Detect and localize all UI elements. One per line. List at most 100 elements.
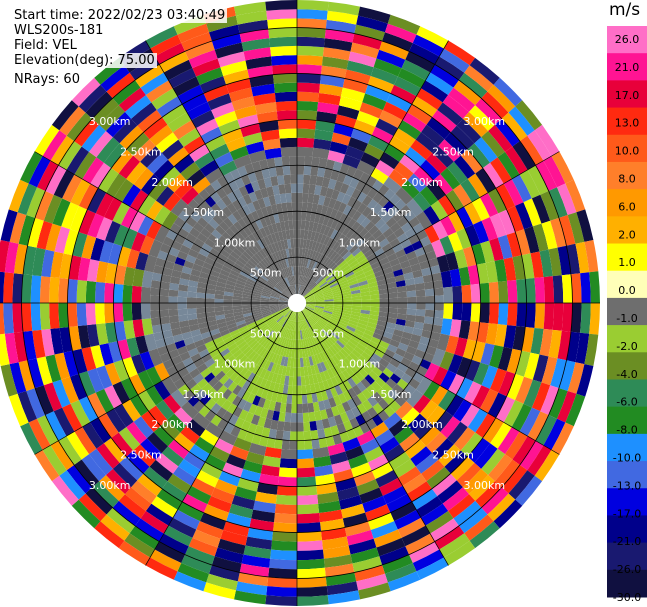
velocity-cell — [333, 304, 343, 308]
velocity-cell — [245, 248, 254, 258]
velocity-cell — [321, 177, 331, 188]
velocity-cell — [222, 351, 233, 361]
velocity-cell — [168, 247, 180, 257]
velocity-cell — [112, 80, 141, 106]
velocity-cell — [439, 235, 455, 255]
velocity-cell — [257, 356, 265, 367]
velocity-cell — [241, 174, 251, 186]
velocity-cell — [264, 329, 273, 338]
velocity-cell — [310, 166, 319, 176]
velocity-cell — [267, 234, 274, 245]
velocity-cell — [497, 234, 513, 260]
velocity-cell — [313, 290, 323, 296]
velocity-cell — [327, 278, 337, 285]
velocity-cell — [297, 549, 324, 561]
velocity-cell — [188, 248, 199, 259]
velocity-cell — [397, 517, 426, 538]
velocity-cell — [230, 425, 241, 438]
velocity-cell — [194, 389, 207, 401]
velocity-cell — [260, 337, 269, 346]
velocity-cell — [389, 238, 401, 248]
velocity-cell — [276, 335, 283, 345]
velocity-cell — [263, 196, 271, 207]
velocity-cell — [99, 240, 114, 263]
velocity-cell — [35, 191, 54, 221]
velocity-cell — [148, 239, 163, 258]
velocity-cell — [343, 357, 353, 368]
velocity-cell — [291, 192, 297, 203]
velocity-cell — [297, 385, 302, 395]
velocity-cell — [188, 318, 199, 326]
velocity-cell — [205, 288, 216, 295]
velocity-cell — [278, 128, 297, 139]
velocity-cell — [349, 417, 360, 429]
velocity-cell — [292, 220, 297, 230]
velocity-cell — [249, 257, 258, 267]
colorbar-block — [607, 325, 647, 353]
velocity-cell — [82, 157, 104, 184]
velocity-cell — [177, 228, 190, 239]
velocity-cell — [308, 356, 314, 366]
velocity-cell — [106, 507, 136, 534]
velocity-cell — [282, 308, 290, 315]
velocity-cell — [361, 231, 373, 242]
velocity-cell — [382, 227, 394, 239]
velocity-cell — [360, 309, 371, 315]
velocity-cell — [443, 540, 476, 566]
velocity-cell — [137, 109, 163, 133]
velocity-cell — [308, 281, 316, 290]
velocity-cell — [251, 308, 262, 313]
velocity-cell — [199, 159, 219, 177]
velocity-cell — [315, 298, 325, 302]
velocity-cell — [364, 221, 375, 232]
velocity-cell — [273, 288, 282, 294]
velocity-cell — [302, 276, 307, 286]
velocity-cell — [384, 271, 395, 280]
range-ring-label: 2.00km — [151, 418, 193, 431]
velocity-cell — [223, 291, 234, 297]
velocity-cell — [519, 169, 541, 199]
velocity-cell — [153, 159, 175, 181]
velocity-cell — [226, 137, 246, 152]
colorbar-tick-label: -6.0 — [616, 396, 637, 409]
velocity-cell — [215, 225, 226, 236]
velocity-cell — [561, 303, 573, 332]
velocity-cell — [393, 269, 404, 277]
velocity-cell — [331, 460, 351, 474]
velocity-cell — [303, 366, 309, 377]
velocity-cell — [273, 73, 297, 84]
velocity-cell — [323, 554, 353, 568]
velocity-cell — [157, 250, 169, 261]
velocity-cell — [264, 256, 272, 266]
velocity-cell — [177, 345, 188, 356]
velocity-cell — [389, 193, 401, 206]
velocity-cell — [523, 379, 542, 408]
velocity-cell — [66, 464, 93, 494]
velocity-cell — [285, 403, 292, 413]
velocity-cell — [386, 232, 398, 243]
velocity-cell — [201, 212, 213, 224]
velocity-cell — [284, 277, 290, 287]
velocity-cell — [255, 386, 265, 398]
velocity-cell — [264, 315, 274, 322]
velocity-cell — [241, 268, 251, 276]
velocity-cell — [300, 311, 306, 320]
velocity-cell — [247, 393, 256, 404]
velocity-cell — [364, 446, 385, 463]
velocity-cell — [209, 446, 230, 463]
velocity-cell — [222, 462, 244, 478]
velocity-cell — [260, 388, 269, 400]
velocity-cell — [231, 266, 242, 274]
velocity-cell — [469, 57, 500, 85]
velocity-cell — [279, 374, 286, 385]
velocity-cell — [367, 407, 378, 419]
velocity-cell — [320, 316, 329, 323]
velocity-cell — [67, 279, 78, 303]
velocity-cell — [385, 23, 417, 43]
velocity-cell — [501, 464, 528, 494]
velocity-cell — [325, 388, 334, 400]
velocity-cell — [448, 87, 476, 112]
velocity-cell — [146, 366, 162, 386]
velocity-cell — [314, 185, 322, 196]
velocity-cell — [432, 438, 454, 460]
